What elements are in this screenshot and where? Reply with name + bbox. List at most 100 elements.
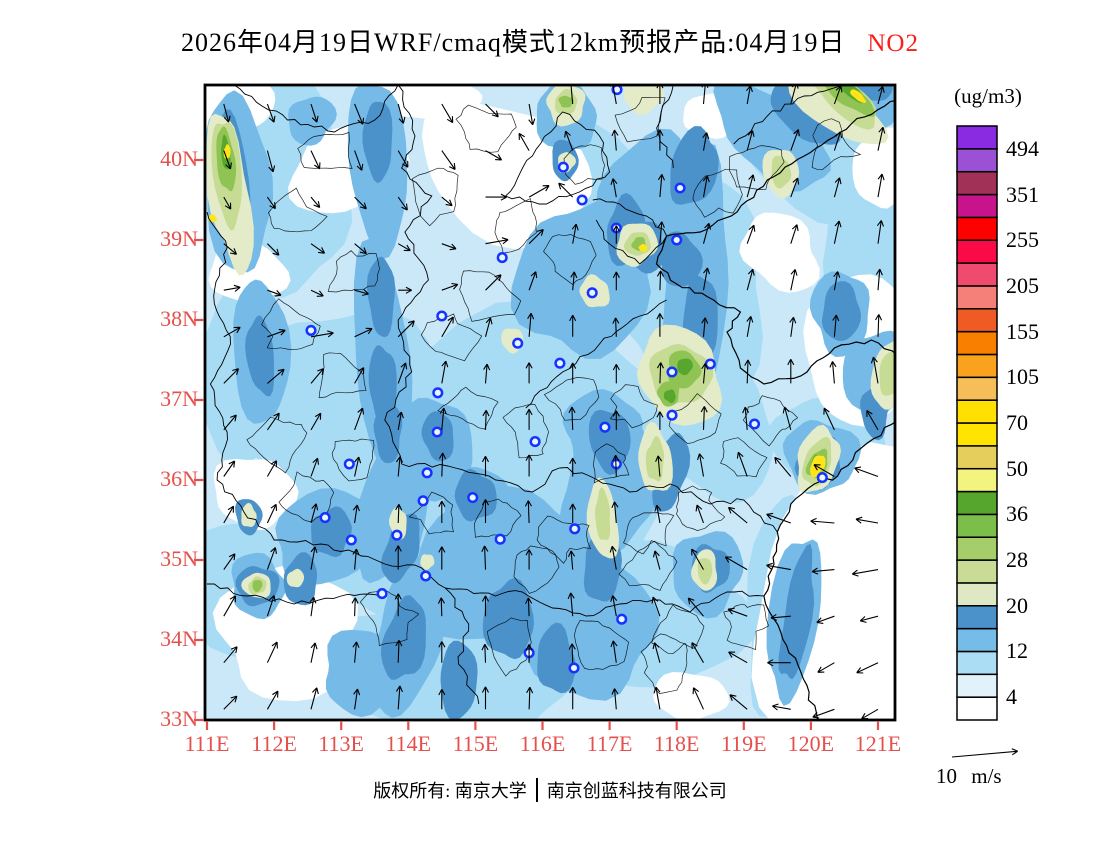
contour-blob-l3	[713, 85, 831, 192]
wind-vector-arrow	[612, 410, 620, 430]
wind-vector-arrow	[569, 457, 577, 477]
county-boundary	[742, 395, 798, 447]
contour-blob-g4	[663, 389, 676, 404]
lon-label-117E: 117E	[586, 731, 633, 756]
cbar-label-105: 105	[1006, 364, 1039, 390]
wind-vector-arrow	[787, 358, 795, 384]
county-boundary	[459, 270, 522, 322]
colorbar-unit-label: (ug/m3)	[954, 84, 1022, 108]
wind-vector-arrow	[653, 686, 661, 710]
wind-vector-arrow	[700, 406, 708, 430]
wind-vector-arrow	[870, 356, 879, 384]
wind-vector-arrow	[266, 196, 276, 210]
wind-vector-arrow	[397, 320, 415, 338]
copyright-company: 南京创蓝科技有限公司	[546, 781, 727, 801]
wind-vector-arrow	[310, 412, 322, 431]
wind-vector-arrow	[745, 85, 753, 105]
wind-vector-arrow	[223, 326, 241, 338]
lon-label-116E: 116E	[519, 731, 566, 756]
wind-vector-arrow	[438, 500, 446, 523]
cbar-label-12: 12	[1006, 638, 1028, 664]
wind-vector-arrow	[310, 546, 318, 570]
contour-blob-l4	[380, 595, 426, 680]
contour-blob-g2	[697, 558, 713, 585]
wind-vector-arrow	[833, 271, 841, 291]
wind-vector-arrow	[525, 454, 533, 477]
wind-vector-arrow	[656, 129, 664, 151]
contour-blob-g1	[241, 502, 257, 527]
wind-vector-arrow	[483, 363, 491, 384]
county-boundary	[502, 404, 549, 459]
wind-vector-arrow	[484, 317, 493, 337]
contour-blob-l4	[245, 315, 274, 397]
wind-vector-arrow	[766, 562, 791, 571]
wind-vector-arrow	[866, 410, 879, 431]
wind-vector-arrow	[782, 406, 792, 431]
wind-vector-arrow	[856, 662, 879, 674]
contour-blob-l4	[373, 402, 403, 464]
wind-vector-arrow	[823, 407, 835, 431]
lon-label-118E: 118E	[653, 731, 700, 756]
wind-vector-arrow	[394, 593, 402, 617]
wind-vector-arrow	[223, 595, 237, 617]
map-frame	[203, 83, 897, 722]
contour-blob-l4	[537, 622, 576, 694]
wind-vector-arrow	[657, 174, 666, 198]
wind-vector-arrow	[310, 368, 324, 384]
wind-vector-arrow	[439, 407, 447, 430]
wind-vector-arrow	[441, 243, 457, 251]
wind-vector-arrow	[397, 362, 408, 384]
wind-vector-arrow	[612, 225, 620, 244]
colorbar-segment	[956, 559, 998, 584]
lat-label-38N: 38N	[160, 306, 198, 331]
wind-vector-arrow	[528, 185, 550, 198]
colorbar-segment	[956, 513, 998, 538]
contour-blob-l4	[778, 543, 815, 680]
wind-vector-arrow	[353, 688, 361, 710]
colorbar-segment	[956, 582, 998, 607]
wind-vector-arrow	[528, 271, 538, 291]
wind-vector-arrow	[267, 368, 285, 384]
city-marker-icon	[569, 523, 581, 535]
county-boundary	[494, 198, 537, 254]
colorbar-segment	[956, 467, 998, 493]
province-boundary	[505, 111, 611, 205]
wind-vector-arrow	[813, 464, 835, 477]
wind-vector-arrow	[875, 268, 883, 291]
wind-vector-arrow	[528, 228, 544, 245]
wind-vector-arrow	[746, 130, 755, 151]
wind-vector-arrow	[656, 362, 664, 384]
wind-vector-arrow	[702, 267, 711, 291]
colorbar-segment	[956, 376, 998, 401]
wind-vector-arrow	[772, 703, 791, 711]
wind-vector-arrow	[354, 407, 365, 431]
wind-vector-arrow	[691, 642, 704, 663]
wind-vector-arrow	[525, 644, 533, 663]
lon-label-121E: 121E	[854, 731, 902, 756]
wind-vector-arrow	[354, 327, 373, 338]
wind-vector-arrow	[811, 567, 835, 575]
wind-vector-arrow	[742, 406, 750, 430]
wind-vector-arrow	[485, 103, 499, 118]
county-boundary	[651, 604, 705, 655]
wind-vector-arrow	[810, 517, 835, 525]
wind-vector-arrow	[770, 613, 791, 621]
county-boundary	[331, 438, 375, 482]
colorbar-segment	[956, 308, 998, 333]
province-boundary	[384, 85, 433, 465]
contour-blob-g1	[788, 85, 889, 145]
wind-vector-arrow	[223, 368, 240, 384]
wind-vector-arrow	[790, 224, 799, 244]
wind-vector-arrow	[352, 548, 360, 570]
wind-vector-arrow	[746, 268, 755, 291]
wind-vector-arrow	[441, 360, 449, 384]
wind-vector-arrow	[310, 687, 319, 710]
county-boundary	[618, 540, 678, 591]
wind-vector-arrow	[851, 569, 879, 577]
wind-vector-arrow	[266, 595, 276, 617]
wind-vector-arrow	[438, 546, 446, 570]
county-boundary	[723, 603, 769, 651]
colorbar-segment	[956, 605, 998, 630]
wind-vector-arrow	[441, 103, 454, 124]
